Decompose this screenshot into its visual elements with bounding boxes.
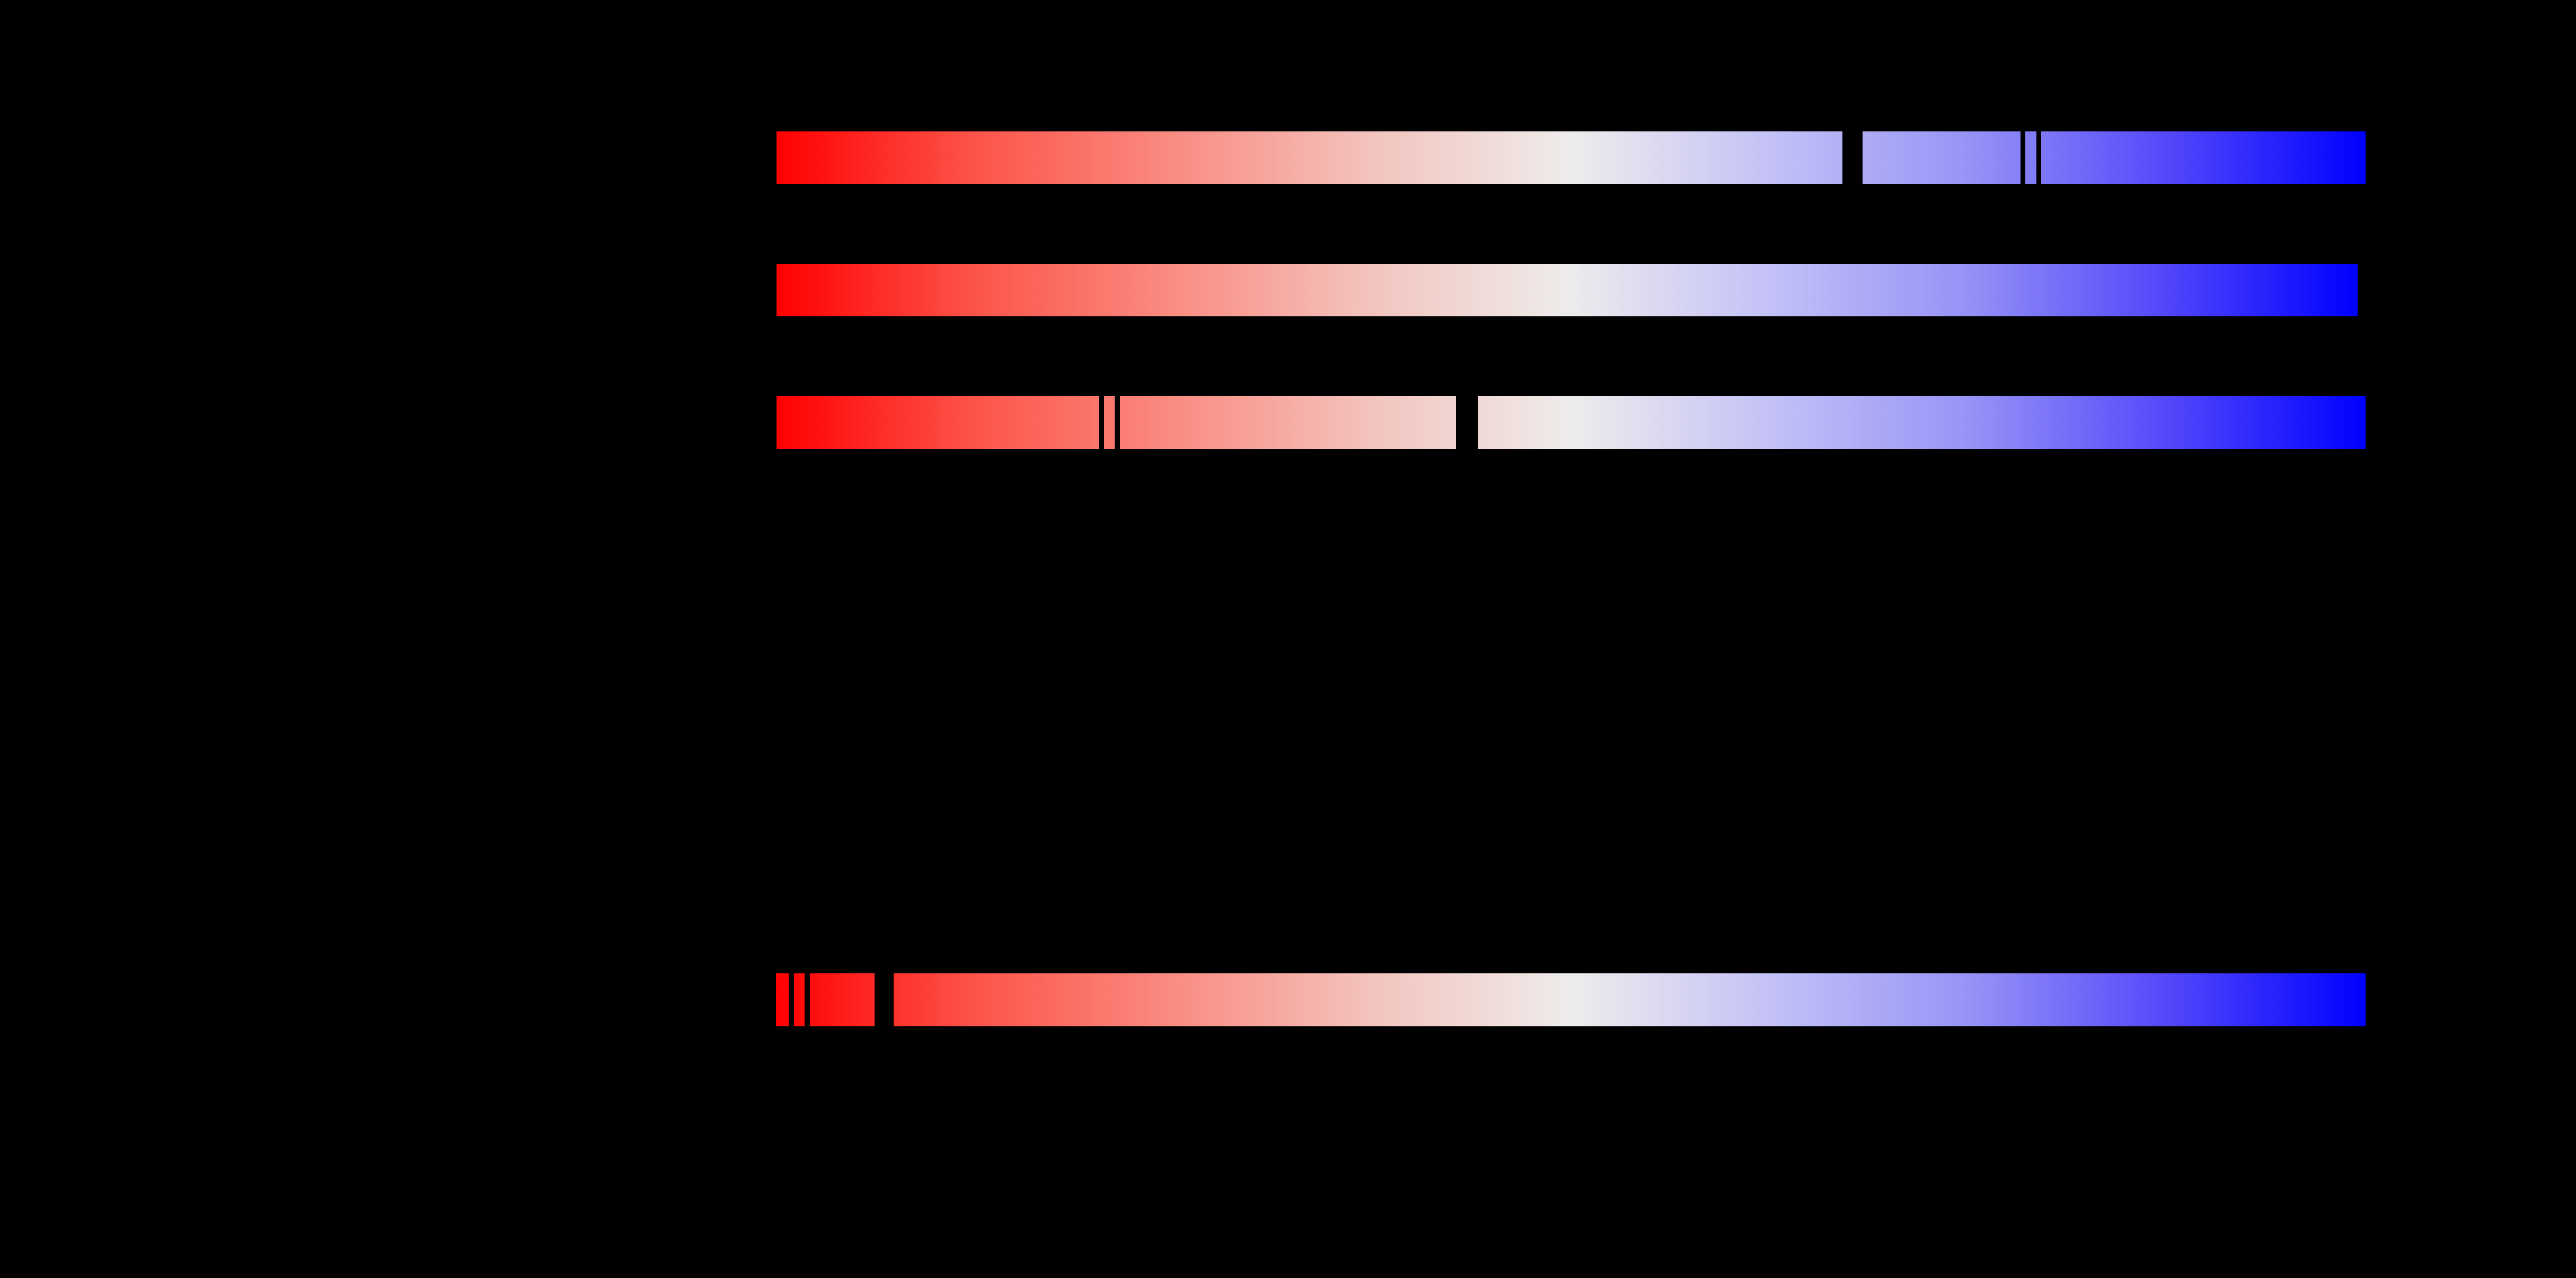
gradient-bar-row-3 <box>777 395 2366 450</box>
bar-gap <box>1456 395 1478 450</box>
bar-gap <box>1842 130 1863 185</box>
bar-gap <box>805 972 810 1027</box>
bar-gap <box>2021 130 2025 185</box>
bar-gap <box>2036 130 2041 185</box>
gradient-bar-row-1 <box>777 130 2366 185</box>
bar-gap <box>1115 395 1120 450</box>
bar-gap <box>875 972 894 1027</box>
bar-gap <box>1099 395 1104 450</box>
bar-gap <box>789 972 794 1027</box>
gradient-bar-row-4 <box>776 972 2366 1027</box>
gradient-bar-row-2 <box>777 264 2358 316</box>
